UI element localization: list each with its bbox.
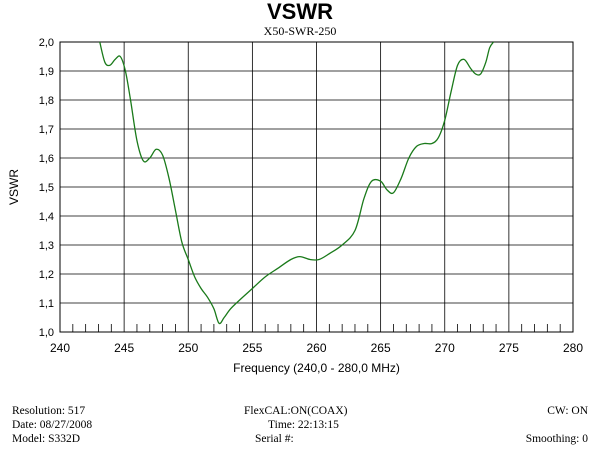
- y-tick-label: 1,7: [39, 124, 54, 136]
- y-tick-label: 1,5: [39, 182, 54, 194]
- y-axis-label: VSWR: [7, 169, 21, 205]
- x-tick-label: 245: [114, 341, 134, 355]
- x-tick-label: 250: [178, 341, 198, 355]
- resolution-text: Resolution: 517: [12, 405, 86, 417]
- serial-text: Serial #:: [255, 433, 294, 445]
- y-tick-label: 1,6: [39, 153, 54, 165]
- model-text: Model: S332D: [12, 433, 81, 445]
- y-tick-label: 2,0: [39, 37, 54, 49]
- chart-title: VSWR: [267, 0, 333, 24]
- x-tick-label: 270: [435, 341, 455, 355]
- y-tick-label: 1,4: [39, 211, 54, 223]
- x-axis-label: Frequency (240,0 - 280,0 MHz): [233, 361, 400, 375]
- y-tick-label: 1,9: [39, 66, 54, 78]
- y-tick-label: 1,8: [39, 95, 54, 107]
- x-tick-label: 275: [499, 341, 519, 355]
- x-tick-label: 240: [50, 341, 70, 355]
- cw-text: CW: ON: [547, 405, 588, 417]
- y-tick-label: 1,0: [39, 327, 54, 339]
- date-text: Date: 08/27/2008: [12, 419, 93, 431]
- x-tick-label: 280: [563, 341, 583, 355]
- smoothing-text: Smoothing: 0: [525, 433, 588, 445]
- time-text: Time: 22:13:15: [268, 419, 339, 431]
- chart-subtitle: X50-SWR-250: [263, 24, 337, 38]
- y-tick-label: 1,2: [39, 269, 54, 281]
- vswr-series-line: [99, 42, 495, 325]
- y-tick-label: 1,3: [39, 240, 54, 252]
- x-tick-label: 255: [242, 341, 262, 355]
- flexcal-text: FlexCAL:ON(COAX): [244, 405, 348, 417]
- x-tick-label: 265: [371, 341, 391, 355]
- y-tick-label: 1,1: [39, 298, 54, 310]
- x-tick-label: 260: [306, 341, 326, 355]
